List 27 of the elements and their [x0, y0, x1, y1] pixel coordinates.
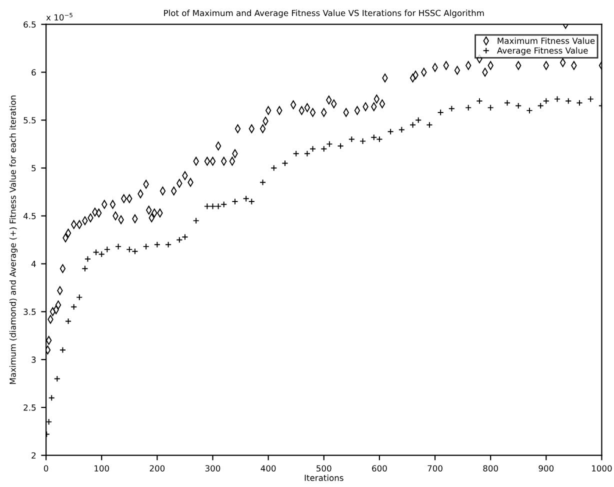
x-tick-label: 200 [150, 465, 165, 472]
x-tick-label: 1000 [592, 465, 612, 472]
x-tick-label: 0 [44, 465, 48, 472]
x-tick-label: 500 [316, 465, 332, 472]
y-tick-label: 2.5 [24, 404, 36, 411]
y-tick-label: 3 [32, 356, 36, 363]
text: x 10$^{−5}$ [46, 12, 72, 21]
x-tick-label: 400 [260, 465, 276, 472]
y-tick-label: 4.5 [23, 212, 36, 220]
x-tick-label: 600 [372, 465, 387, 472]
x-axis-title: Iterations [304, 474, 344, 481]
legend-label: Average Fitness Value [497, 47, 588, 56]
y-tick-label: 4 [31, 260, 36, 267]
x-tick-label: 300 [205, 465, 220, 472]
x-tick-label: 700 [428, 465, 442, 472]
y-tick-label: 5 [32, 165, 36, 172]
x-tick-label: 800 [483, 465, 498, 472]
y-axis-title: Maximum (diamond) and Average (+) Fitness Value for each iteration [9, 96, 18, 384]
legend-label: Maximum Fitness Value [498, 37, 595, 44]
x-tick-label: 900 [538, 465, 554, 472]
y-tick-label: 3.5 [24, 308, 36, 315]
y-tick-label: 2 [32, 452, 36, 459]
y-tick-label: 5.5 [24, 117, 36, 124]
chart-title: Plot of Maximum and Average Fitness Value VS Iterations for HSSC Algorithm [164, 10, 484, 18]
x-tick-label: 100 [94, 465, 110, 472]
y-tick-label: 6 [32, 69, 36, 76]
y-tick-label: 6.5 [24, 21, 36, 28]
